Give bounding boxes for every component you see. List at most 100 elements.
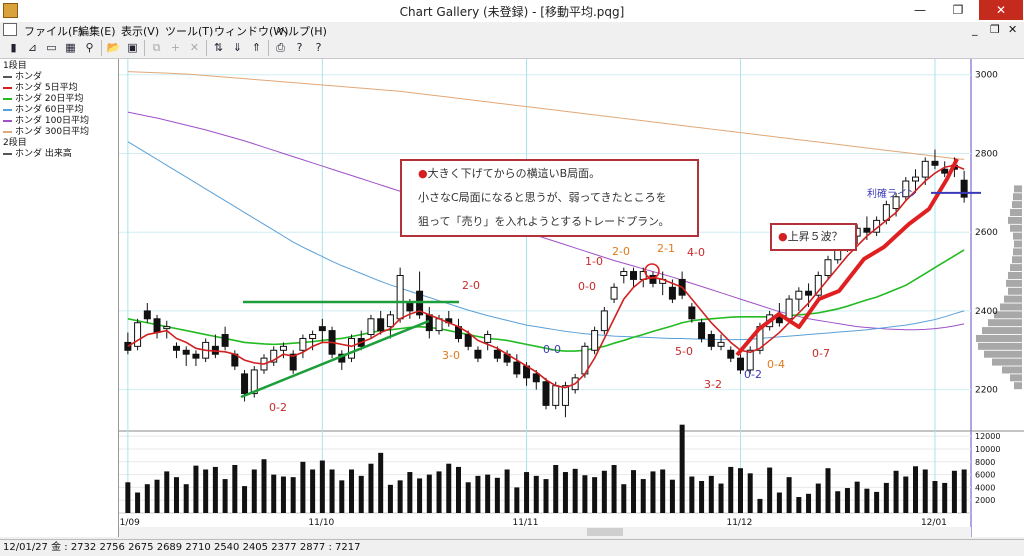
volume-bar [767, 467, 773, 513]
menu-tools[interactable]: ツール(T) [165, 25, 214, 38]
table-icon[interactable]: ▭ [46, 41, 57, 54]
arrows-icon[interactable]: ⇅ [213, 41, 224, 54]
volume-bar [494, 477, 500, 513]
volume-tick-label: 12000 [975, 432, 1000, 441]
legend-item[interactable]: ホンダ 100日平均 [3, 116, 89, 127]
restore-button[interactable]: ❐ [952, 3, 964, 17]
toolbar-separator [206, 40, 207, 56]
volume-bar [290, 477, 296, 513]
volume-bar [154, 479, 160, 513]
toolbar-separator [144, 40, 145, 56]
candle-body [493, 349, 501, 359]
document-icon[interactable] [3, 23, 17, 36]
volume-bar [426, 474, 432, 513]
count-annotation: 3-0 [442, 349, 460, 362]
line-chart-icon[interactable]: ⊿ [27, 41, 38, 54]
volume-bar [533, 475, 539, 513]
up-arrow-icon[interactable]: ⇑ [251, 41, 262, 54]
volume-bar [747, 473, 753, 513]
candle-body [912, 176, 920, 182]
legend-item[interactable]: ホンダ 300日平均 [3, 127, 89, 138]
menu-file[interactable]: ファイル(F) [24, 25, 83, 38]
candle-body [377, 318, 385, 332]
menu-window[interactable]: ウィンドウ(W) [214, 25, 289, 38]
legend-item[interactable]: ホンダ [3, 72, 42, 83]
volume-bar [961, 469, 967, 513]
volume-tick-label: 2000 [975, 496, 995, 505]
grid-icon[interactable]: ▦ [65, 41, 76, 54]
volume-bar [212, 466, 218, 513]
candle-body [474, 349, 482, 359]
volume-bar [815, 483, 821, 513]
print-icon[interactable]: ⎙ [276, 41, 285, 54]
context-help-icon[interactable]: ? [315, 41, 322, 54]
delete-icon[interactable]: ✕ [189, 41, 200, 54]
doc-close-button[interactable]: ✕ [1008, 23, 1018, 36]
copy-icon[interactable]: ⧉ [152, 41, 161, 54]
volume-bar [776, 492, 782, 513]
toolbar-separator [268, 40, 269, 56]
volume-profile-bar [1002, 366, 1022, 374]
volume-profile-bar [1013, 193, 1022, 201]
volume-bar [436, 471, 442, 513]
legend-item[interactable]: ホンダ 20日平均 [3, 94, 83, 105]
date-tick-label: 12/01 [921, 518, 947, 528]
candle-body [279, 345, 287, 351]
save-icon[interactable]: ▣ [127, 41, 138, 54]
candle-body [941, 168, 949, 174]
scroll-thumb[interactable] [587, 528, 623, 536]
volume-profile-bar [1013, 248, 1022, 256]
volume-bar [942, 482, 948, 513]
menu-help[interactable]: ヘルプ(H) [277, 25, 327, 38]
help-icon[interactable]: ? [296, 41, 303, 54]
down-arrow-icon[interactable]: ⇓ [232, 41, 243, 54]
menu-bar: ファイル(F) 編集(E) 表示(V) ツール(T) ウィンドウ(W) ヘルプ(… [0, 22, 1024, 38]
menu-edit[interactable]: 編集(E) [78, 25, 116, 38]
volume-profile-bar [1004, 295, 1022, 303]
date-tick-label: 11/10 [308, 518, 334, 528]
date-tick-label: 11/09 [119, 518, 140, 528]
count-annotation: 2-0 [462, 279, 480, 292]
volume-bar [417, 478, 423, 513]
legend-label: ホンダ 60日平均 [15, 105, 84, 115]
profit-line-label: 利確ライン [867, 187, 917, 200]
series-legend: 1段目 ホンダ ホンダ 5日平均 ホンダ 20日平均 ホンダ 60日平均 ホンダ… [0, 59, 119, 537]
add-icon[interactable]: + [170, 41, 181, 54]
candle-body [318, 326, 326, 332]
candle-body [367, 318, 375, 336]
legend-item[interactable]: ホンダ 60日平均 [3, 105, 83, 116]
volume-bar [387, 484, 393, 513]
bar-chart-icon[interactable]: ▮ [10, 41, 17, 54]
open-folder-icon[interactable]: 📂 [106, 41, 121, 54]
doc-minimize-button[interactable]: _ [972, 23, 978, 36]
candle-body [143, 310, 151, 320]
candle-body [270, 349, 278, 363]
candle-body [902, 180, 910, 198]
menu-view[interactable]: 表示(V) [121, 25, 160, 38]
close-button[interactable]: ✕ [979, 0, 1023, 20]
candle-body [805, 290, 813, 296]
minimize-button[interactable]: — [914, 3, 926, 17]
binoculars-icon[interactable]: ⚲ [85, 41, 94, 54]
legend-item[interactable]: ホンダ 5日平均 [3, 83, 78, 94]
candle-body [192, 353, 200, 359]
legend-item[interactable]: ホンダ 出来高 [3, 149, 72, 160]
candle-body [250, 369, 258, 395]
volume-profile-bar [1006, 279, 1022, 287]
doc-restore-button[interactable]: ❐ [990, 23, 1000, 36]
volume-tick-label: 4000 [975, 483, 995, 492]
chart-area[interactable]: 2200 2400 2600 2800 3000 2000 4000 6000 8000 1000… [114, 59, 1024, 537]
price-tick-label: 2800 [975, 149, 998, 159]
volume-bar [222, 479, 228, 513]
candle-body [396, 274, 404, 320]
candle-body [688, 306, 696, 320]
candle-body [406, 302, 414, 312]
volume-profile-bar [988, 319, 1022, 327]
legend-label: ホンダ [15, 72, 43, 82]
count-annotation: 4-0 [687, 246, 705, 259]
volume-bar [903, 476, 909, 513]
candle-body [289, 353, 297, 371]
legend-section-1: 1段目 [3, 61, 27, 71]
volume-bar [455, 466, 461, 513]
volume-bar [407, 472, 413, 513]
